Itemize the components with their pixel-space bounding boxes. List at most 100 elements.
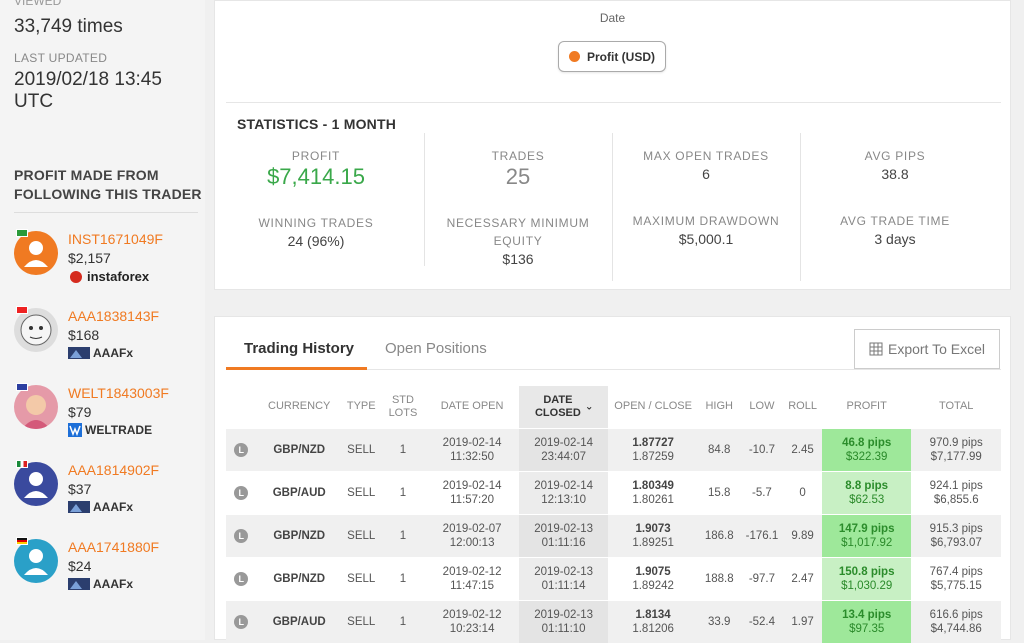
col-high[interactable]: HIGH xyxy=(705,400,733,413)
time: 11:57:20 xyxy=(450,493,495,506)
cell-lots: 1 xyxy=(380,513,426,557)
cell-profit: 13.4 pips $97.35 xyxy=(821,599,912,643)
cell-total: 767.4 pips $5,775.15 xyxy=(911,556,1001,600)
cell-low: -5.7 xyxy=(740,470,784,514)
follower-name[interactable]: WELT1843003F xyxy=(68,385,169,401)
follower-name[interactable]: AAA1741880F xyxy=(68,539,160,555)
stat-label: AVG PIPS xyxy=(864,149,926,163)
chevron-down-icon: ⌄ xyxy=(584,401,594,413)
cell-type: SELL xyxy=(341,599,381,643)
follower-item[interactable]: AAA1741880F $24 AAAFx xyxy=(14,537,204,609)
cell-date-open: 2019-02-14 11:32:50 xyxy=(425,427,519,471)
stat-trades: TRADES 25 xyxy=(423,147,613,189)
stat-winning: WINNING TRADES 24 (96%) xyxy=(221,214,411,250)
cell-profit: 147.9 pips $1,017.92 xyxy=(821,513,912,557)
photo-avatar-icon xyxy=(22,395,50,429)
table-row[interactable]: L GBP/NZD SELL 1 2019-02-07 12:00:13 2019-02-1… xyxy=(226,513,1001,557)
viewed-label: VIEWED xyxy=(14,0,62,8)
cell-low: -10.7 xyxy=(740,427,784,471)
broker-logo: AAAFx xyxy=(68,577,133,591)
avatar xyxy=(14,308,58,352)
table-row[interactable]: L GBP/AUD SELL 1 2019-02-14 11:57:20 2019-02-1… xyxy=(226,470,1001,514)
tab-open-positions[interactable]: Open Positions xyxy=(385,340,487,357)
col-date-open[interactable]: DATE OPEN xyxy=(440,400,504,413)
divider xyxy=(367,369,1001,370)
date: 2019-02-12 xyxy=(442,608,502,621)
chart-stats-panel: Date Profit (USD) STATISTICS - 1 MONTH P… xyxy=(214,0,1011,290)
follower-item[interactable]: AAA1838143F $168 AAAFx xyxy=(14,306,204,378)
stat-value: 6 xyxy=(702,166,710,182)
follower-item[interactable]: WELT1843003F $79 WELTRADE xyxy=(14,383,204,455)
cell-profit: 8.8 pips $62.53 xyxy=(821,470,912,514)
long-badge-icon: L xyxy=(234,571,249,586)
col-currency[interactable]: CURRENCY xyxy=(268,400,331,413)
follower-name[interactable]: AAA1814902F xyxy=(68,462,160,478)
broker-logo: instaforex xyxy=(68,269,149,284)
time: 01:11:10 xyxy=(541,622,586,635)
cell-high: 33.9 xyxy=(697,599,741,643)
stat-value: 3 days xyxy=(874,231,916,247)
stat-value: $136 xyxy=(502,251,534,267)
follower-profit: $168 xyxy=(68,327,100,343)
profit-usd: $322.39 xyxy=(845,450,888,463)
close-price: 1.80261 xyxy=(632,493,674,506)
col-total[interactable]: TOTAL xyxy=(938,400,974,413)
follower-profit: $37 xyxy=(68,481,92,497)
date: 2019-02-12 xyxy=(442,565,502,578)
trader-sidebar: VIEWED 33,749 times LAST UPDATED 2019/02… xyxy=(0,0,205,640)
cell-open-close: 1.87727 1.87259 xyxy=(608,427,698,471)
follower-name[interactable]: AAA1838143F xyxy=(68,308,160,324)
close-price: 1.89242 xyxy=(632,579,674,592)
table-row[interactable]: L GBP/NZD SELL 1 2019-02-14 11:32:50 2019-02-1… xyxy=(226,427,1001,471)
time: 11:32:50 xyxy=(450,450,495,463)
col-std-lots[interactable]: STD LOTS xyxy=(388,393,418,419)
cell-currency: GBP/NZD xyxy=(256,427,342,471)
cell-date-open: 2019-02-14 11:57:20 xyxy=(425,470,519,514)
export-excel-button[interactable]: Export To Excel xyxy=(854,329,1000,369)
time: 10:23:14 xyxy=(449,622,495,635)
divider xyxy=(424,133,425,266)
col-date-closed[interactable]: DATE CLOSED ⌄ xyxy=(518,386,609,428)
cell-total: 924.1 pips $6,855.6 xyxy=(911,470,1001,514)
long-badge-icon: L xyxy=(234,614,249,629)
stat-label: TRADES xyxy=(491,149,545,163)
legend-dot-icon xyxy=(569,51,580,62)
chart-legend-toggle[interactable]: Profit (USD) xyxy=(558,41,666,72)
follower-item[interactable]: INST1671049F $2,157 instaforex xyxy=(14,229,204,301)
col-open-close[interactable]: OPEN / CLOSE xyxy=(614,400,692,413)
table-row[interactable]: L GBP/AUD SELL 1 2019-02-12 10:23:14 2019-02-1… xyxy=(226,599,1001,643)
follower-name[interactable]: INST1671049F xyxy=(68,231,163,247)
time: 01:11:16 xyxy=(541,536,586,549)
profit-usd: $1,030.29 xyxy=(841,579,893,592)
user-icon xyxy=(24,241,48,267)
col-type[interactable]: TYPE xyxy=(346,400,376,413)
follower-item[interactable]: AAA1814902F $37 AAAFx xyxy=(14,460,204,532)
cell-high: 188.8 xyxy=(697,556,741,600)
col-roll[interactable]: ROLL xyxy=(788,400,817,413)
cell-lots: 1 xyxy=(380,556,426,600)
table-row[interactable]: L GBP/NZD SELL 1 2019-02-12 11:47:15 2019-02-1… xyxy=(226,556,1001,600)
total-usd: $4,744.86 xyxy=(930,622,982,635)
col-low[interactable]: LOW xyxy=(749,400,775,413)
cell-type: SELL xyxy=(341,513,381,557)
aaafx-icon xyxy=(68,578,90,590)
legend-label: Profit (USD) xyxy=(587,49,655,64)
stat-label: PROFIT xyxy=(291,149,341,163)
tab-trading-history[interactable]: Trading History xyxy=(244,340,355,357)
profit-usd: $1,017.92 xyxy=(841,536,893,549)
cell-open-close: 1.80349 1.80261 xyxy=(608,470,698,514)
long-badge-cell: L xyxy=(226,556,257,600)
cell-low: -52.4 xyxy=(740,599,784,643)
total-pips: 915.3 pips xyxy=(929,522,983,535)
cell-type: SELL xyxy=(341,427,381,471)
divider xyxy=(800,133,801,281)
profit-usd: $62.53 xyxy=(849,493,885,506)
cell-open-close: 1.8134 1.81206 xyxy=(608,599,698,643)
time: 01:11:14 xyxy=(541,579,586,592)
user-icon xyxy=(24,472,48,498)
long-badge-cell: L xyxy=(226,427,257,471)
stat-avg-pips: AVG PIPS 38.8 xyxy=(800,147,990,183)
open-price: 1.9075 xyxy=(635,565,671,578)
date: 2019-02-13 xyxy=(534,608,594,621)
col-profit[interactable]: PROFIT xyxy=(846,400,887,413)
